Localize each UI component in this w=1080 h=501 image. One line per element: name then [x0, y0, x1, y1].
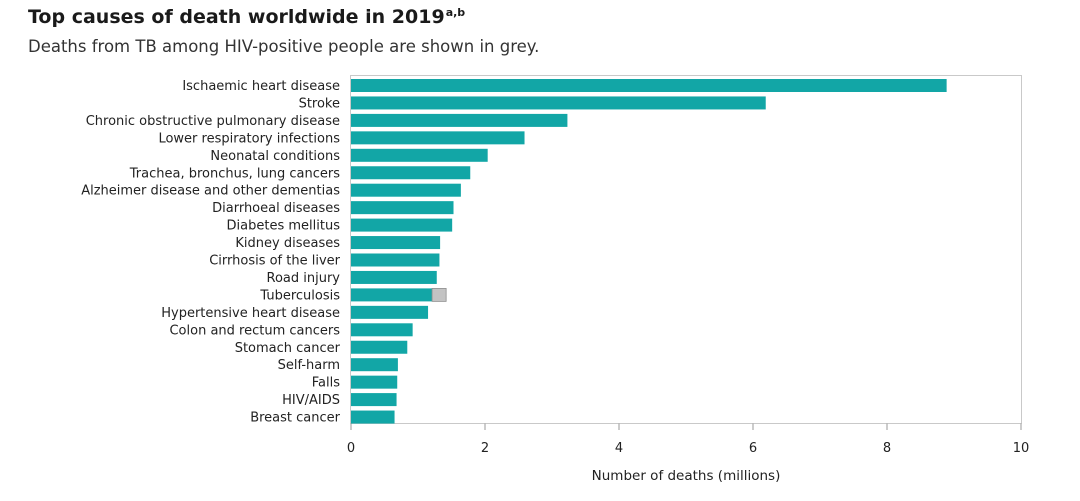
bar-16 [351, 358, 398, 372]
bars-group [351, 79, 947, 424]
bar-overlay-12 [431, 287, 447, 302]
x-tick-label-3: 6 [749, 441, 757, 456]
bar-9 [351, 236, 441, 250]
x-tick-label-2: 4 [615, 441, 623, 456]
chart-title: Top causes of death worldwide in 2019a,b [28, 6, 465, 28]
category-label-15: Stomach cancer [235, 341, 341, 356]
category-label-8: Diabetes mellitus [227, 219, 341, 234]
category-label-13: Hypertensive heart disease [161, 306, 340, 321]
bar-1 [351, 96, 766, 110]
x-tick-label-4: 8 [883, 441, 891, 456]
category-label-2: Chronic obstructive pulmonary disease [86, 114, 340, 129]
title-superscript: a,b [445, 6, 466, 19]
bar-7 [351, 201, 454, 215]
x-axis-ticks: 0 2 4 6 8 10 [347, 423, 1030, 456]
category-label-1: Stroke [299, 96, 340, 111]
category-labels: Ischaemic heart disease Stroke Chronic obs… [81, 79, 340, 426]
bar-10 [351, 253, 440, 267]
bar-3 [351, 131, 525, 145]
category-label-10: Cirrhosis of the liver [209, 254, 340, 269]
category-label-0: Ischaemic heart disease [182, 79, 340, 94]
x-tick-label-5: 10 [1013, 441, 1030, 456]
bar-8 [351, 218, 453, 232]
category-label-14: Colon and rectum cancers [169, 323, 340, 338]
category-label-3: Lower respiratory infections [158, 131, 340, 146]
bar-14 [351, 323, 413, 337]
bar-12 [351, 288, 433, 302]
x-tick-label-0: 0 [347, 441, 355, 456]
bar-18 [351, 393, 397, 407]
category-label-18: HIV/AIDS [282, 393, 340, 408]
bar-0 [351, 79, 947, 92]
bar-15 [351, 340, 408, 354]
bar-6 [351, 183, 461, 197]
category-label-11: Road injury [267, 271, 341, 286]
category-label-16: Self-harm [278, 358, 340, 373]
bar-2 [351, 113, 568, 127]
bar-5 [351, 166, 471, 180]
bar-11 [351, 270, 437, 284]
bar-19 [351, 410, 395, 424]
category-label-17: Falls [312, 376, 340, 391]
category-label-7: Diarrhoeal diseases [212, 201, 340, 216]
bar-13 [351, 305, 429, 319]
category-label-19: Breast cancer [250, 411, 340, 426]
category-label-6: Alzheimer disease and other dementias [81, 184, 340, 199]
category-label-5: Trachea, bronchus, lung cancers [129, 166, 340, 181]
category-label-12: Tuberculosis [259, 288, 340, 303]
bar-4 [351, 148, 488, 162]
category-label-9: Kidney diseases [235, 236, 340, 251]
x-axis-label: Number of deaths (millions) [592, 468, 781, 484]
bar-17 [351, 375, 398, 389]
chart-title-text: Top causes of death worldwide in 2019 [28, 6, 445, 28]
chart-subtitle: Deaths from TB among HIV-positive people… [28, 37, 540, 56]
category-label-4: Neonatal conditions [210, 149, 340, 164]
plot-frame [350, 75, 1022, 424]
x-tick-label-1: 2 [481, 441, 489, 456]
